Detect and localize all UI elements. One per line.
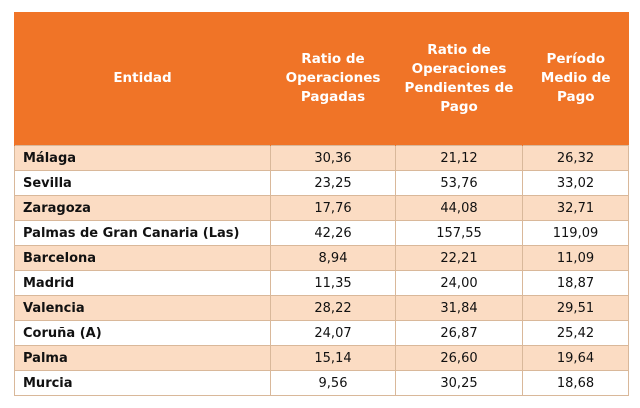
- ratio-pendientes-cell: 22,21: [395, 245, 523, 271]
- header-row: Entidad Ratio de Operaciones Pagadas Rat…: [14, 12, 629, 146]
- payment-ratios-table: Entidad Ratio de Operaciones Pagadas Rat…: [14, 12, 629, 396]
- ratio-pagadas-cell: 15,14: [270, 345, 396, 371]
- table-row: Palma 15,14 26,60 19,64: [14, 345, 629, 371]
- ratio-pagadas-cell: 8,94: [270, 245, 396, 271]
- table-row: Coruña (A) 24,07 26,87 25,42: [14, 320, 629, 346]
- ratio-pendientes-cell: 21,12: [395, 145, 523, 171]
- ratio-pagadas-cell: 24,07: [270, 320, 396, 346]
- ratio-pendientes-cell: 24,00: [395, 270, 523, 296]
- ratio-pagadas-cell: 9,56: [270, 370, 396, 396]
- header-entidad: Entidad: [14, 12, 271, 146]
- periodo-medio-cell: 18,68: [522, 370, 629, 396]
- ratio-pagadas-cell: 11,35: [270, 270, 396, 296]
- periodo-medio-cell: 19,64: [522, 345, 629, 371]
- ratio-pagadas-cell: 28,22: [270, 295, 396, 321]
- table-row: Madrid 11,35 24,00 18,87: [14, 270, 629, 296]
- table-row: Barcelona 8,94 22,21 11,09: [14, 245, 629, 271]
- ratio-pendientes-cell: 53,76: [395, 170, 523, 196]
- entity-name-cell: Valencia: [14, 295, 271, 321]
- entity-name-cell: Palma: [14, 345, 271, 371]
- entity-name-cell: Palmas de Gran Canaria (Las): [14, 220, 271, 246]
- ratio-pagadas-cell: 30,36: [270, 145, 396, 171]
- ratio-pagadas-cell: 42,26: [270, 220, 396, 246]
- periodo-medio-cell: 26,32: [522, 145, 629, 171]
- header-ratio-pendientes: Ratio de Operaciones Pendientes de Pago: [395, 12, 523, 146]
- table-row: Palmas de Gran Canaria (Las) 42,26 157,55 1…: [14, 220, 629, 246]
- ratio-pendientes-cell: 30,25: [395, 370, 523, 396]
- entity-name-cell: Coruña (A): [14, 320, 271, 346]
- periodo-medio-cell: 29,51: [522, 295, 629, 321]
- entity-name-cell: Zaragoza: [14, 195, 271, 221]
- ratio-pendientes-cell: 26,60: [395, 345, 523, 371]
- periodo-medio-cell: 11,09: [522, 245, 629, 271]
- table-row: Murcia 9,56 30,25 18,68: [14, 370, 629, 396]
- ratio-pagadas-cell: 17,76: [270, 195, 396, 221]
- ratio-pagadas-cell: 23,25: [270, 170, 396, 196]
- ratio-pendientes-cell: 31,84: [395, 295, 523, 321]
- table-row: Valencia 28,22 31,84 29,51: [14, 295, 629, 321]
- entity-name-cell: Sevilla: [14, 170, 271, 196]
- periodo-medio-cell: 18,87: [522, 270, 629, 296]
- ratio-pendientes-cell: 157,55: [395, 220, 523, 246]
- periodo-medio-cell: 25,42: [522, 320, 629, 346]
- header-periodo-medio: Período Medio de Pago: [522, 12, 629, 146]
- periodo-medio-cell: 33,02: [522, 170, 629, 196]
- entity-name-cell: Murcia: [14, 370, 271, 396]
- header-ratio-pagadas: Ratio de Operaciones Pagadas: [270, 12, 396, 146]
- periodo-medio-cell: 32,71: [522, 195, 629, 221]
- entity-name-cell: Málaga: [14, 145, 271, 171]
- entity-name-cell: Madrid: [14, 270, 271, 296]
- table-row: Sevilla 23,25 53,76 33,02: [14, 170, 629, 196]
- table-row: Málaga 30,36 21,12 26,32: [14, 145, 629, 171]
- periodo-medio-cell: 119,09: [522, 220, 629, 246]
- entity-name-cell: Barcelona: [14, 245, 271, 271]
- table-row: Zaragoza 17,76 44,08 32,71: [14, 195, 629, 221]
- ratio-pendientes-cell: 44,08: [395, 195, 523, 221]
- ratio-pendientes-cell: 26,87: [395, 320, 523, 346]
